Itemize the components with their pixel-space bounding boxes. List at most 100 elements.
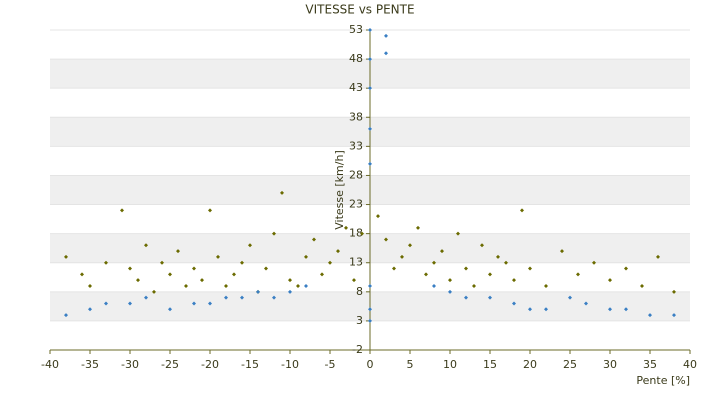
data-point bbox=[464, 266, 468, 271]
y-tick-label: 23 bbox=[349, 198, 363, 211]
data-point bbox=[528, 266, 532, 271]
y-tick-label: -2 bbox=[352, 343, 363, 356]
data-point bbox=[480, 243, 484, 248]
x-tick-label: 10 bbox=[443, 358, 457, 371]
data-point bbox=[240, 295, 244, 300]
data-point bbox=[304, 254, 308, 259]
x-tick-label: 25 bbox=[563, 358, 577, 371]
x-axis-title: Pente [%] bbox=[636, 374, 690, 387]
data-point bbox=[656, 254, 660, 259]
y-tick-label: 3 bbox=[356, 314, 363, 327]
data-point bbox=[312, 237, 316, 242]
data-point bbox=[224, 284, 228, 288]
data-point bbox=[160, 260, 164, 265]
x-tick-label: 0 bbox=[367, 358, 374, 371]
data-point bbox=[168, 307, 172, 312]
y-tick-label: 43 bbox=[349, 81, 363, 94]
data-point bbox=[608, 307, 612, 312]
data-point bbox=[208, 301, 212, 306]
x-tick-label: 20 bbox=[523, 358, 537, 371]
data-point bbox=[256, 289, 260, 294]
data-point bbox=[384, 51, 388, 56]
data-point bbox=[368, 161, 372, 166]
y-tick-label: 28 bbox=[349, 168, 363, 181]
data-point bbox=[168, 272, 172, 277]
data-point bbox=[88, 307, 92, 312]
data-point bbox=[544, 284, 548, 288]
data-point bbox=[416, 225, 420, 230]
x-tick-label: 30 bbox=[603, 358, 617, 371]
x-tick-label: 35 bbox=[643, 358, 657, 371]
data-point bbox=[128, 266, 132, 271]
data-point bbox=[192, 266, 196, 271]
data-point bbox=[320, 272, 324, 277]
data-point bbox=[296, 284, 300, 288]
data-point bbox=[152, 289, 156, 294]
data-point bbox=[672, 313, 676, 318]
data-point bbox=[520, 208, 524, 213]
data-point bbox=[304, 284, 308, 288]
data-point bbox=[248, 243, 252, 248]
data-point bbox=[456, 231, 460, 236]
data-point bbox=[448, 278, 452, 283]
x-tick-label: 15 bbox=[483, 358, 497, 371]
data-point bbox=[400, 254, 404, 259]
data-point bbox=[336, 249, 340, 254]
data-point bbox=[624, 307, 628, 312]
x-tick-label: -35 bbox=[81, 358, 99, 371]
data-point bbox=[80, 272, 84, 277]
x-tick-label: -30 bbox=[121, 358, 139, 371]
y-tick-label: 53 bbox=[349, 23, 363, 36]
data-point bbox=[64, 313, 68, 318]
data-point bbox=[376, 214, 380, 219]
data-point bbox=[224, 295, 228, 300]
data-point bbox=[352, 278, 356, 283]
x-tick-label: 40 bbox=[683, 358, 697, 371]
data-point bbox=[104, 260, 108, 265]
data-point bbox=[512, 301, 516, 306]
x-tick-label: -15 bbox=[241, 358, 259, 371]
data-point bbox=[184, 284, 188, 288]
data-point bbox=[368, 86, 372, 91]
data-point bbox=[288, 278, 292, 283]
data-point bbox=[272, 231, 276, 236]
data-point bbox=[144, 243, 148, 248]
data-point bbox=[360, 231, 364, 236]
data-point bbox=[288, 289, 292, 294]
data-point bbox=[368, 318, 372, 323]
data-point bbox=[200, 278, 204, 283]
data-point bbox=[272, 295, 276, 300]
data-point bbox=[464, 295, 468, 300]
y-tick-label: 38 bbox=[349, 110, 363, 123]
data-point bbox=[368, 57, 372, 62]
data-point bbox=[408, 243, 412, 248]
data-point bbox=[192, 301, 196, 306]
data-point bbox=[232, 272, 236, 277]
data-point bbox=[208, 208, 212, 213]
x-tick-label: -20 bbox=[201, 358, 219, 371]
data-point bbox=[624, 266, 628, 271]
data-point bbox=[608, 278, 612, 283]
data-point bbox=[432, 260, 436, 265]
data-point bbox=[472, 284, 476, 288]
data-point bbox=[264, 266, 268, 271]
data-point bbox=[488, 272, 492, 277]
data-point bbox=[648, 313, 652, 318]
data-point bbox=[392, 266, 396, 271]
y-tick-label: 33 bbox=[349, 139, 363, 152]
y-tick-label: 8 bbox=[356, 285, 363, 298]
data-point bbox=[496, 254, 500, 259]
data-point bbox=[280, 190, 284, 195]
data-point bbox=[368, 307, 372, 312]
data-point bbox=[592, 260, 596, 265]
data-point bbox=[136, 278, 140, 283]
y-tick-label: 18 bbox=[349, 227, 363, 240]
data-point bbox=[104, 301, 108, 306]
data-point bbox=[128, 301, 132, 306]
data-point bbox=[424, 272, 428, 277]
y-axis-title: Vitesse [km/h] bbox=[333, 150, 346, 230]
x-tick-label: -40 bbox=[41, 358, 59, 371]
data-point bbox=[368, 126, 372, 131]
data-point bbox=[344, 225, 348, 230]
